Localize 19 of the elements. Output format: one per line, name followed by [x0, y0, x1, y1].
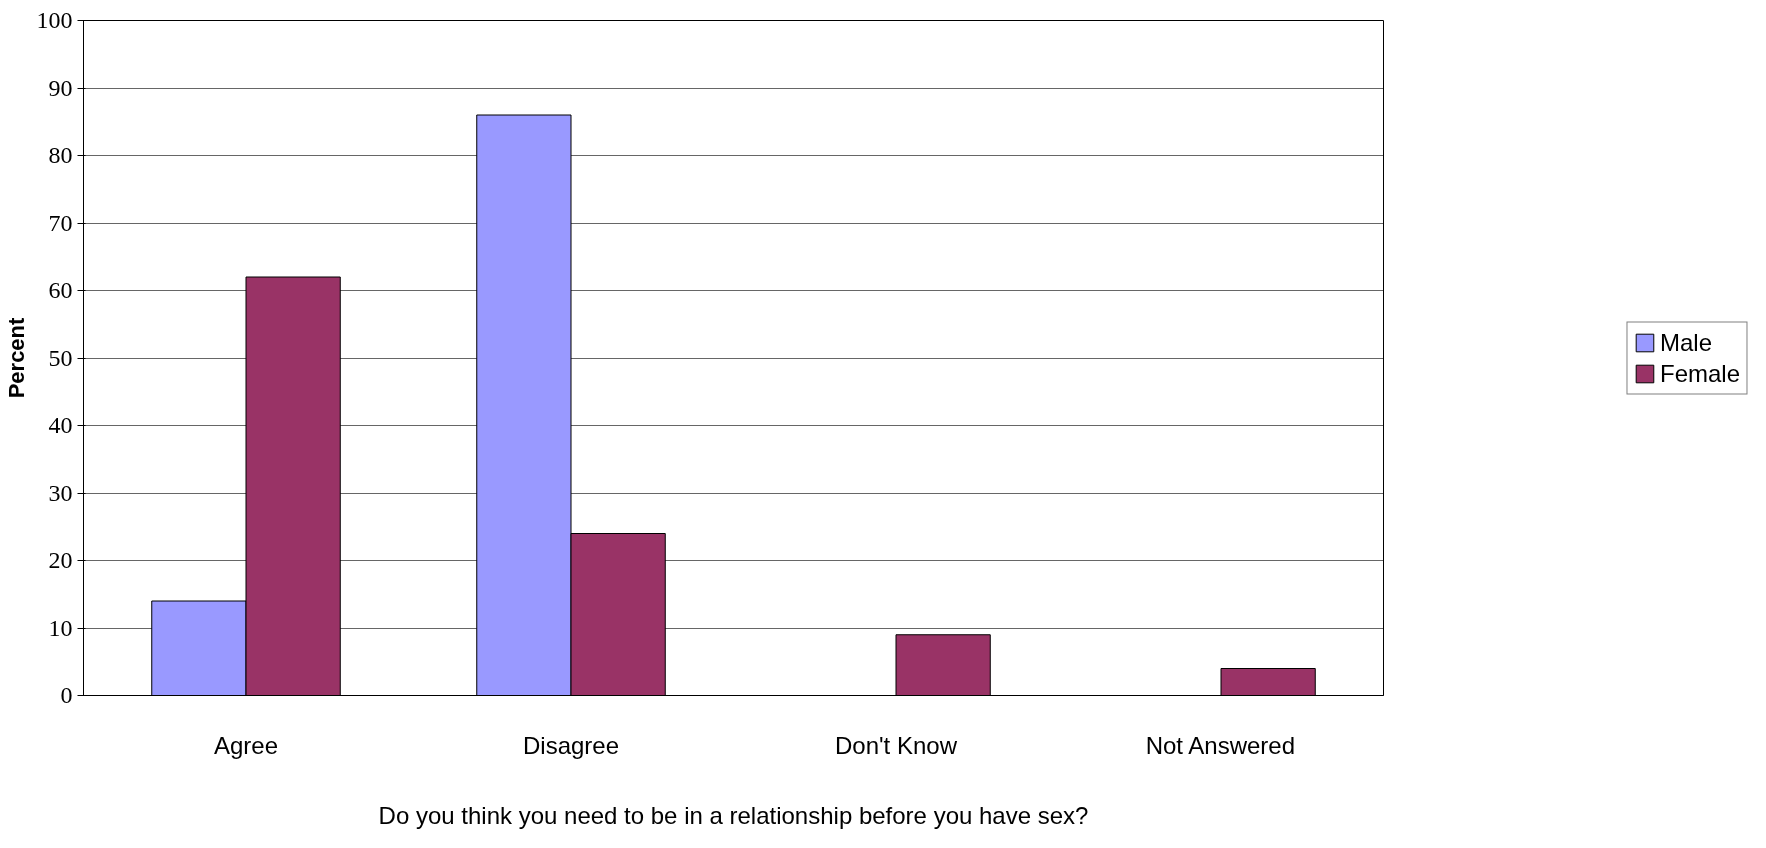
- x-tick-label: Don't Know: [835, 731, 958, 759]
- y-tick-label: 0: [60, 682, 73, 708]
- y-tick-label: 100: [36, 7, 73, 33]
- x-tick-label: Not Answered: [1145, 731, 1296, 759]
- y-tick-label: 70: [48, 209, 73, 236]
- y-axis-title: Percent: [3, 316, 29, 399]
- y-tick-label: 40: [48, 412, 73, 438]
- y-tick-label: 10: [48, 614, 73, 641]
- y-tick-label: 80: [48, 142, 73, 168]
- y-tick-label: 90: [48, 74, 73, 101]
- legend-label: Female: [1659, 359, 1741, 387]
- y-tick-label: 60: [48, 277, 73, 303]
- x-tick-label: Agree: [213, 731, 279, 759]
- y-tick-label: 20: [48, 547, 73, 573]
- x-tick-label: Disagree: [522, 731, 620, 759]
- legend-label: Male: [1659, 328, 1713, 356]
- y-tick-label: 50: [48, 344, 73, 371]
- x-axis-title: Do you think you need to be in a relationship before you have sex?: [378, 801, 1089, 829]
- y-tick-label: 30: [48, 479, 73, 506]
